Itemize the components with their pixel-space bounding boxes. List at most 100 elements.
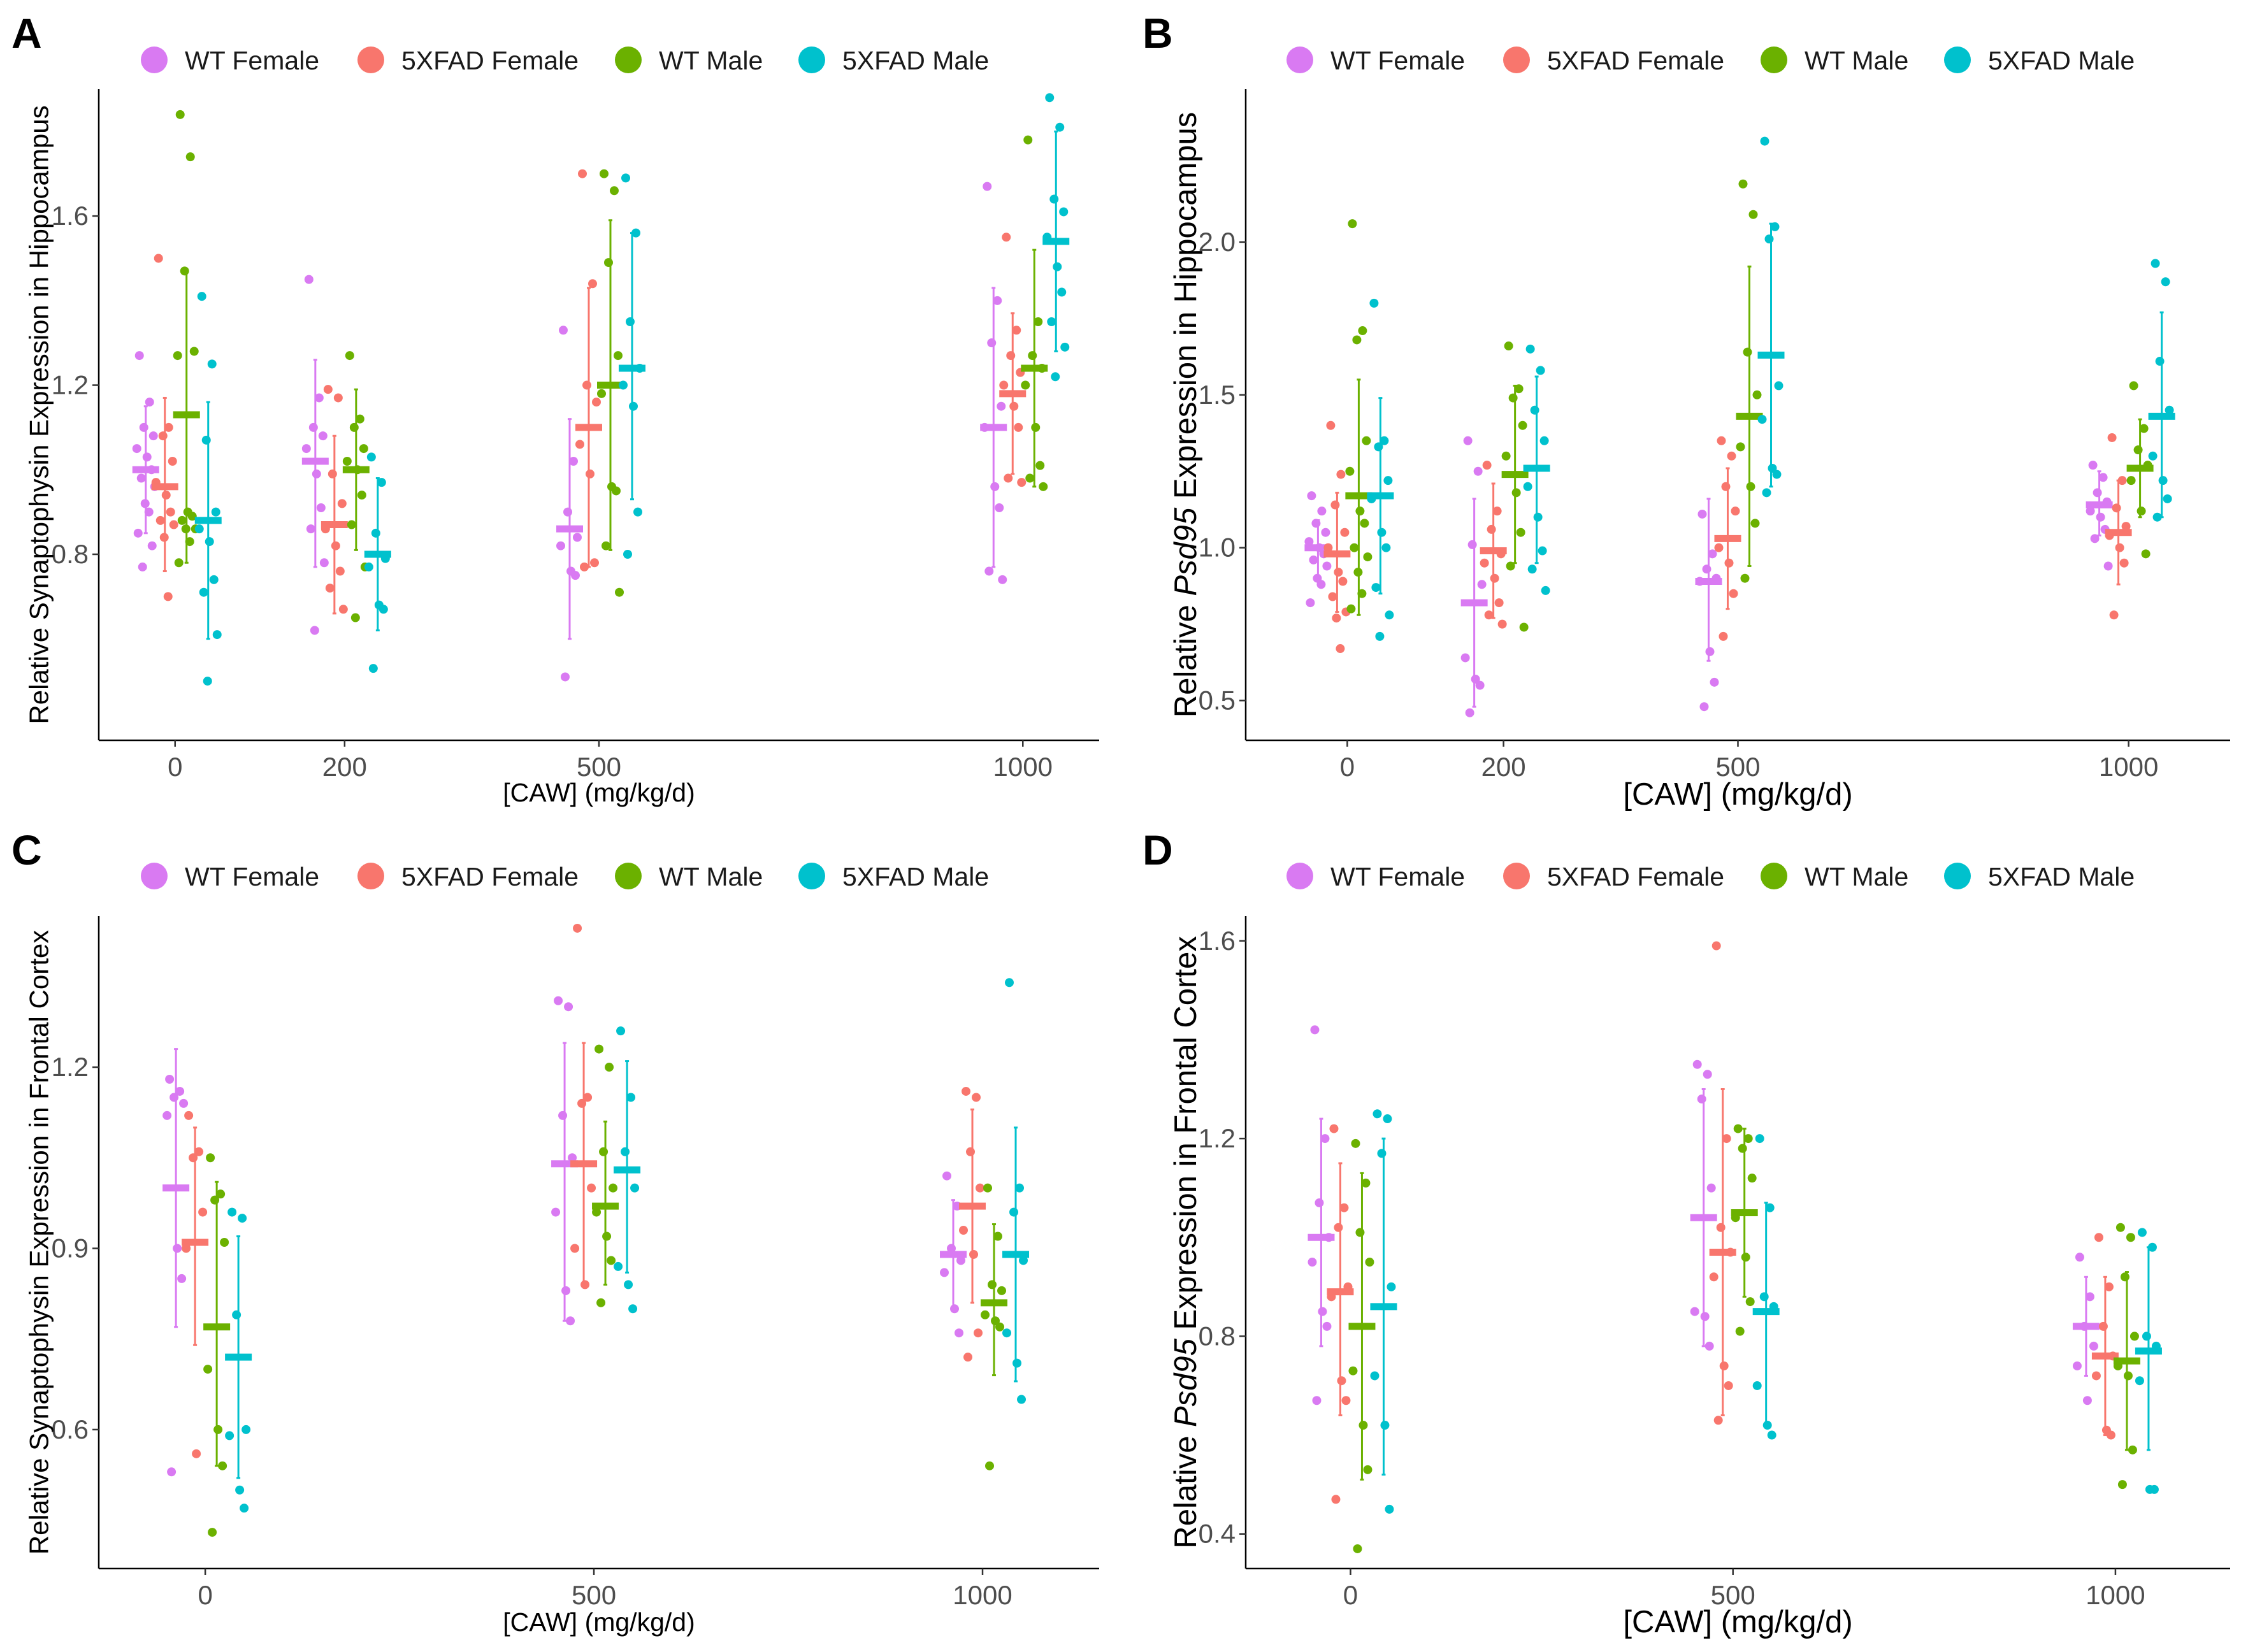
data-point [220,1238,229,1247]
data-point [2119,558,2129,568]
legend-swatch [1944,863,1971,889]
data-point [1757,415,1767,424]
legend-swatch [798,863,825,889]
legend-item: WT Female [141,862,319,891]
data-point [1341,1396,1351,1405]
data-point [133,528,143,538]
data-point [211,507,220,517]
data-point [2120,1272,2129,1282]
data-point [626,317,635,326]
data-point [1490,573,1499,583]
data-point [142,452,152,462]
data-point [210,1195,220,1205]
data-point [2137,1228,2147,1237]
data-point [198,1207,208,1217]
data-point [1717,436,1726,445]
data-point [2137,506,2146,516]
data-point [1326,420,1336,430]
data-point [1477,580,1487,589]
data-point [1747,1174,1757,1183]
data-point [189,1153,198,1163]
data-point [1710,677,1719,687]
data-point [580,562,589,571]
legend-swatch [615,47,642,73]
data-point [1363,1465,1373,1474]
legend-swatch [357,863,384,889]
data-point [333,393,343,403]
legend-swatch [141,863,168,889]
data-point [987,338,997,348]
data-point [175,1086,185,1096]
data-point [1370,1371,1380,1381]
data-point [164,422,173,432]
data-point [629,401,638,411]
data-point [1345,466,1355,476]
data-point [2129,381,2138,391]
data-point [1536,366,1545,375]
data-point [2129,1332,2139,1341]
data-point [2161,277,2170,287]
x-tick-label: 200 [1481,752,1526,782]
title-part: Relative Synaptophysin Expression in Fro… [24,930,54,1555]
data-point [337,499,347,508]
data-point [350,613,360,622]
data-point [227,1207,237,1217]
data-point [159,533,169,542]
data-point [1702,564,1711,574]
data-point [366,452,376,462]
legend-label: 5XFAD Male [842,46,989,75]
data-point [212,630,222,640]
data-point [174,558,184,568]
data-point [995,503,1004,512]
data-point [1492,506,1502,516]
data-point [570,1244,580,1253]
data-point [1358,1421,1368,1430]
legend-label: 5XFAD Female [1547,862,1724,891]
data-point [165,1075,175,1084]
data-point [573,533,582,542]
data-point [2151,259,2160,268]
legend-item: WT Male [615,46,763,75]
data-point [1377,528,1387,537]
data-point [225,1431,234,1440]
data-point [590,558,599,568]
data-point [1764,234,1774,244]
legend-label: 5XFAD Male [1988,46,2135,75]
data-point [304,275,313,284]
data-point [1514,384,1524,394]
data-point [2163,494,2172,503]
data-point [1014,422,1023,432]
x-tick-label: 1000 [953,1580,1012,1610]
legend-swatch [1286,863,1313,889]
data-point [377,478,386,487]
data-point [134,351,144,361]
data-point [616,1026,626,1036]
data-point [1690,1307,1699,1316]
data-point [1740,573,1750,583]
data-point [556,541,565,550]
data-point [1722,1134,1731,1144]
data-point [1741,1253,1750,1262]
data-point [1331,1495,1341,1504]
data-point [1312,1396,1322,1405]
data-point [2117,476,2127,485]
data-point [1699,702,1709,712]
panel-letter: C [11,826,42,873]
legend-label: 5XFAD Male [1988,862,2135,891]
data-point [139,422,148,432]
data-point [355,414,364,424]
legend-item: WT Male [615,862,763,891]
data-point [962,1086,971,1096]
legend-item: WT Female [1286,862,1465,891]
legend: WT Female 5XFAD Female WT Male 5XFAD Male [1286,46,2135,75]
data-point [1711,941,1721,951]
legend-swatch [1286,47,1313,73]
data-point [347,520,356,529]
data-point [1506,561,1515,571]
y-tick-label: 1.2 [52,1052,89,1082]
series-5xfad-male [1370,1109,2162,1514]
data-point [988,1280,997,1289]
data-point [2075,1253,2084,1262]
data-point [1482,461,1492,470]
data-point [1023,135,1033,145]
